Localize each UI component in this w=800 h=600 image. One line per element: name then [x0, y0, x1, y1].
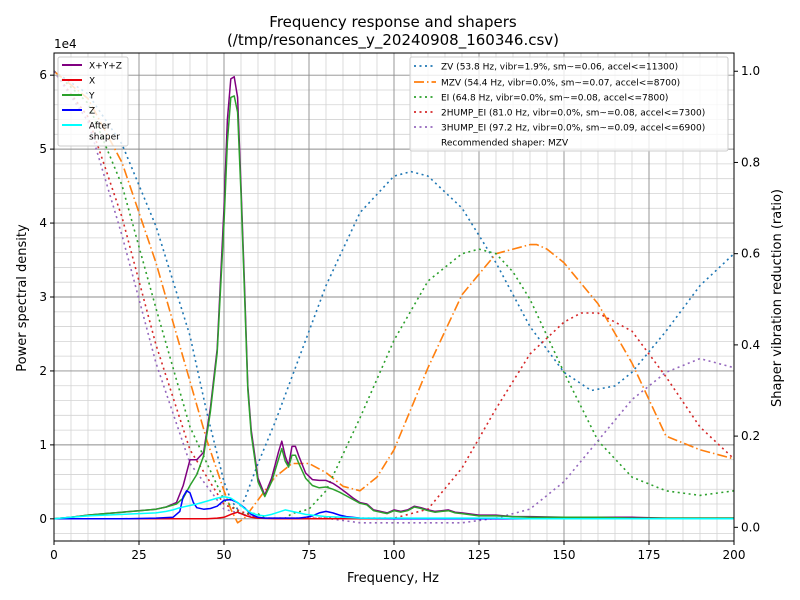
psd-series-line-2	[53, 95, 734, 520]
y-tick-label-right: 0.0	[741, 520, 760, 534]
legend-left-label: After shaper	[89, 122, 120, 143]
chart-title: Frequency response and shapers	[269, 13, 517, 31]
x-tick-label: 125	[468, 548, 491, 562]
x-tick-label: 75	[301, 548, 316, 562]
legend-left-label: Y	[88, 92, 95, 102]
x-tick-label: 150	[553, 548, 576, 562]
x-axis-label: Frequency, Hz	[347, 571, 439, 586]
legend-right-label: 2HUMP_EI (81.0 Hz, vibr=0.0%, sm~=0.08, …	[441, 109, 705, 119]
legend-right-label: MZV (54.4 Hz, vibr=0.0%, sm~=0.07, accel…	[441, 79, 680, 89]
y-tick-label-left: 2	[39, 364, 47, 378]
plot-area: 0 25 50 75 100 125 150 175 200 0 1 2 3 4 5 6 0.0 0.2 0.4 0.…	[39, 52, 760, 562]
shaper-series-line-0	[53, 70, 735, 510]
x-tick-label: 0	[50, 548, 58, 562]
x-tick-label: 175	[638, 548, 661, 562]
legend-right-label: 3HUMP_EI (97.2 Hz, vibr=0.0%, sm~=0.09, …	[441, 124, 705, 134]
legend-right-label: EI (64.8 Hz, vibr=0.0%, sm~=0.08, accel<…	[441, 94, 668, 104]
legend-right-box	[409, 56, 729, 152]
shaper-series-line-2	[53, 70, 735, 519]
shaper-series-line-4	[53, 70, 735, 524]
recommended-shaper-text: Recommended shaper: MZV	[441, 139, 569, 149]
y-offset-label: 1e4	[54, 37, 77, 51]
shaper-series-line-1	[53, 70, 735, 524]
x-tick-label: 50	[216, 548, 231, 562]
y-tick-label-left: 1	[39, 438, 47, 452]
y-tick-label-left: 0	[39, 512, 47, 526]
y-tick-label-left: 3	[39, 290, 47, 304]
y-tick-label-right: 0.2	[741, 429, 760, 443]
y-tick-label-left: 5	[39, 142, 47, 156]
y-axis-label-left: Power spectral density	[15, 224, 30, 372]
psd-series-line-4	[53, 495, 734, 520]
legend-left: X+Y+Z XYZ After shaper	[57, 56, 129, 147]
legend-right-label: ZV (53.8 Hz, vibr=1.9%, sm~=0.06, accel<…	[441, 63, 678, 73]
y-tick-label-right: 0.4	[741, 338, 760, 352]
y-tick-label-left: 4	[39, 216, 47, 230]
y-tick-label-right: 0.8	[741, 155, 760, 169]
x-tick-label: 200	[723, 548, 746, 562]
y-tick-label-left: 6	[39, 68, 47, 82]
chart-subtitle: (/tmp/resonances_y_20240908_160346.csv)	[227, 31, 559, 50]
legend-left-label: X+Y+Z	[89, 62, 122, 72]
legend-right: ZV (53.8 Hz, vibr=1.9%, sm~=0.06, accel<…	[409, 56, 729, 152]
psd-series-line-3	[54, 489, 734, 520]
y-tick-label-right: 0.6	[741, 247, 760, 261]
x-tick-label: 25	[131, 548, 146, 562]
y-axis-label-right: Shaper vibration reduction (ratio)	[770, 189, 785, 407]
legend-left-label: X	[89, 77, 95, 87]
y-tick-label-right: 1.0	[741, 64, 760, 78]
legend-left-label: Z	[89, 107, 95, 117]
x-tick-label: 100	[383, 548, 406, 562]
